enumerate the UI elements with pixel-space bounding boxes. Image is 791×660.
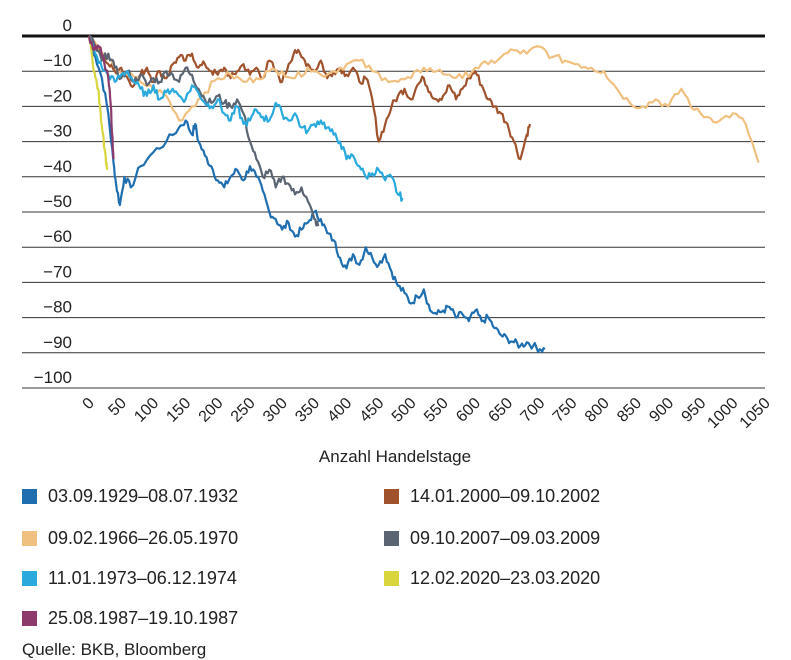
legend-swatch — [384, 570, 399, 586]
y-tick-label: −100 — [34, 368, 72, 387]
series-line-6 — [87, 35, 115, 160]
legend-item-1929: 03.09.1929–08.07.1932 — [22, 484, 238, 508]
x-tick-label: 1050 — [737, 395, 774, 432]
legend-swatch — [22, 610, 37, 626]
legend-label: 25.08.1987–19.10.1987 — [48, 607, 239, 628]
x-tick-label: 900 — [646, 395, 677, 426]
legend-swatch — [22, 530, 37, 546]
legend-item-2000: 14.01.2000–09.10.2002 — [384, 484, 600, 508]
series-line-4 — [87, 35, 404, 202]
y-tick-label: −20 — [43, 86, 72, 105]
y-tick-label: −40 — [43, 157, 72, 176]
x-tick-label: 350 — [292, 395, 323, 426]
source-note: Quelle: BKB, Bloomberg — [22, 640, 207, 659]
y-tick-label: −70 — [43, 262, 72, 281]
legend-label: 09.02.1966–26.05.1970 — [48, 527, 239, 548]
legend-item-1966: 09.02.1966–26.05.1970 — [22, 526, 238, 550]
y-tick-label: −80 — [43, 298, 72, 317]
legend-item-1987: 25.08.1987–19.10.1987 — [22, 606, 238, 630]
series-line-5 — [87, 35, 109, 170]
y-tick-label: −10 — [43, 51, 72, 70]
x-axis-label: Anzahl Handelstage — [319, 447, 471, 466]
x-tick-label: 550 — [421, 395, 452, 426]
series-line-0 — [87, 35, 546, 354]
y-tick-label: −90 — [43, 333, 72, 352]
x-tick-label: 150 — [163, 395, 194, 426]
x-tick-label: 100 — [131, 395, 162, 426]
x-tick-label: 600 — [453, 395, 484, 426]
legend-item-1973: 11.01.1973–06.12.1974 — [22, 566, 237, 590]
x-tick-label: 450 — [357, 395, 388, 426]
legend-swatch — [22, 570, 37, 586]
legend-label: 09.10.2007–09.03.2009 — [410, 527, 601, 548]
x-tick-label: 400 — [324, 395, 355, 426]
x-tick-label: 500 — [389, 395, 420, 426]
series-line-3 — [88, 34, 320, 227]
x-tick-label: 700 — [518, 395, 549, 426]
legend-swatch — [384, 488, 399, 504]
x-tick-label: 1000 — [704, 395, 741, 432]
x-tick-label: 250 — [228, 395, 259, 426]
x-tick-label: 300 — [260, 395, 291, 426]
y-tick-label: −50 — [43, 192, 72, 211]
x-tick-label: 0 — [80, 395, 98, 413]
y-tick-label: 0 — [63, 16, 72, 35]
x-tick-label: 200 — [196, 395, 227, 426]
y-tick-label: −60 — [43, 227, 72, 246]
chart: 0 −10 −20 −30 −40 −50 −60 −70 −80 −90 −100 0 50 100 15… — [22, 16, 774, 466]
legend-label: 03.09.1929–08.07.1932 — [48, 485, 239, 506]
legend-item-2020: 12.02.2020–23.03.2020 — [384, 566, 600, 590]
x-tick-label: 650 — [485, 395, 516, 426]
x-tick-label: 850 — [614, 395, 645, 426]
legend-label: 14.01.2000–09.10.2002 — [410, 485, 601, 506]
x-tick-label: 750 — [550, 395, 581, 426]
x-tick-label: 50 — [105, 395, 130, 420]
legend-label: 11.01.1973–06.12.1974 — [48, 567, 237, 588]
legend-label: 12.02.2020–23.03.2020 — [410, 567, 601, 588]
legend-swatch — [22, 488, 37, 504]
y-tick-label: −30 — [43, 122, 72, 141]
x-tick-label: 800 — [582, 395, 613, 426]
legend-swatch — [384, 530, 399, 546]
legend-item-2007: 09.10.2007–09.03.2009 — [384, 526, 600, 550]
series-line-1 — [87, 35, 532, 161]
